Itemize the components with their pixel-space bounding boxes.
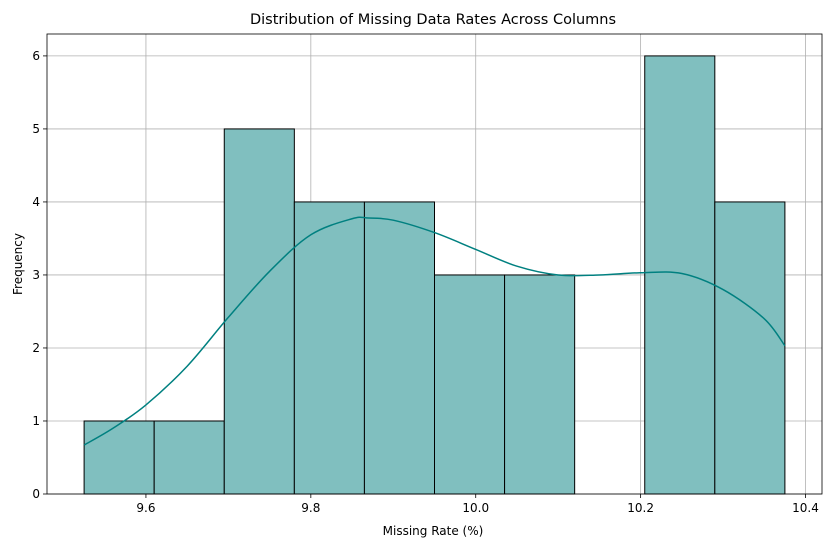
y-tick-label: 1 bbox=[32, 414, 40, 428]
x-tick-label: 9.6 bbox=[136, 501, 155, 515]
histogram-bar bbox=[293, 201, 365, 495]
histogram-bar bbox=[714, 201, 786, 495]
y-tick-label: 6 bbox=[32, 49, 40, 63]
y-tick-label: 2 bbox=[32, 341, 40, 355]
y-tick-label: 3 bbox=[32, 268, 40, 282]
plot-frame bbox=[46, 33, 823, 495]
x-axis-ticks: 9.6 9.8 10.0 10.2 10.4 bbox=[136, 494, 819, 515]
histogram-bar bbox=[153, 420, 225, 495]
histogram-bar bbox=[644, 55, 716, 495]
chart-title: Distribution of Missing Data Rates Acros… bbox=[250, 12, 616, 28]
kde-line bbox=[83, 216, 786, 446]
histogram-bar bbox=[434, 274, 506, 495]
histogram-bar bbox=[83, 420, 155, 495]
x-tick-label: 10.2 bbox=[627, 501, 654, 515]
x-tick-label: 10.0 bbox=[462, 501, 489, 515]
y-tick-label: 5 bbox=[32, 122, 40, 136]
x-tick-label: 10.4 bbox=[792, 501, 819, 515]
x-tick-label: 9.8 bbox=[301, 501, 320, 515]
x-axis-label: Missing Rate (%) bbox=[383, 524, 484, 538]
y-tick-label: 0 bbox=[32, 487, 40, 501]
y-tick-label: 4 bbox=[32, 195, 40, 209]
histogram-bar bbox=[504, 274, 576, 495]
histogram-bars bbox=[83, 55, 786, 495]
histogram-bar bbox=[363, 201, 436, 495]
histogram-bar bbox=[223, 128, 295, 495]
y-axis-ticks: 0 1 2 3 4 5 6 bbox=[32, 49, 47, 501]
y-axis-label: Frequency bbox=[11, 233, 25, 295]
